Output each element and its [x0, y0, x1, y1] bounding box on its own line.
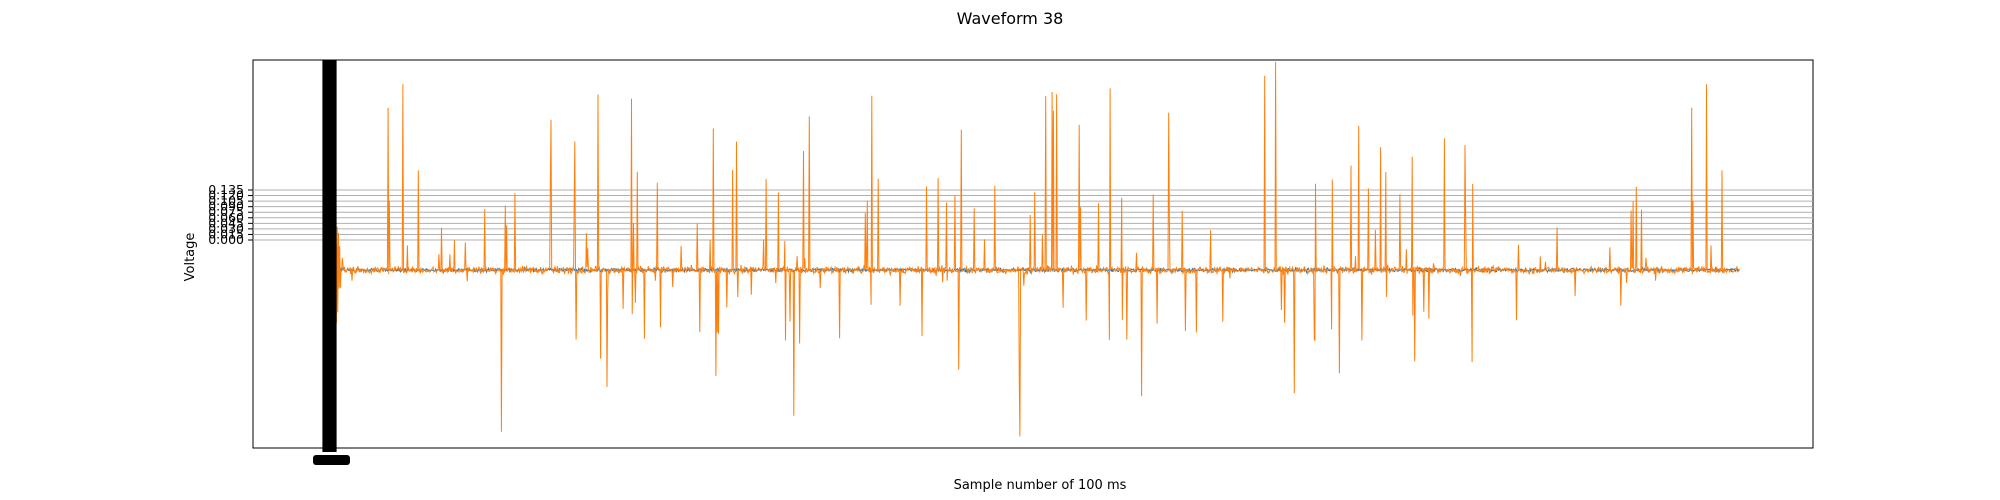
- y-tick-label: 0.120: [208, 188, 244, 203]
- x-tick-labels-overlap: [313, 455, 350, 465]
- y-tick-label: 0.000: [208, 232, 244, 247]
- y-tick-label: 0.135: [208, 182, 244, 197]
- plot-area: 0.0000.0150.0300.0450.0600.0750.0900.105…: [208, 59, 1814, 465]
- chart-title: Waveform 38: [957, 9, 1064, 28]
- y-tick-label: 0.105: [208, 193, 244, 208]
- y-tick-label: 0.045: [208, 215, 244, 230]
- y-tick-label: 0.060: [208, 210, 244, 225]
- y-tick-label: 0.090: [208, 199, 244, 214]
- series-line-orange: [322, 61, 1740, 437]
- y-tick-label: 0.015: [208, 226, 244, 241]
- y-tick-label: 0.075: [208, 204, 244, 219]
- y-axis-label: Voltage: [183, 233, 198, 282]
- x-axis-label: Sample number of 100 ms: [954, 478, 1127, 493]
- y-tick-label: 0.030: [208, 221, 244, 236]
- plot-frame: [252, 59, 1814, 449]
